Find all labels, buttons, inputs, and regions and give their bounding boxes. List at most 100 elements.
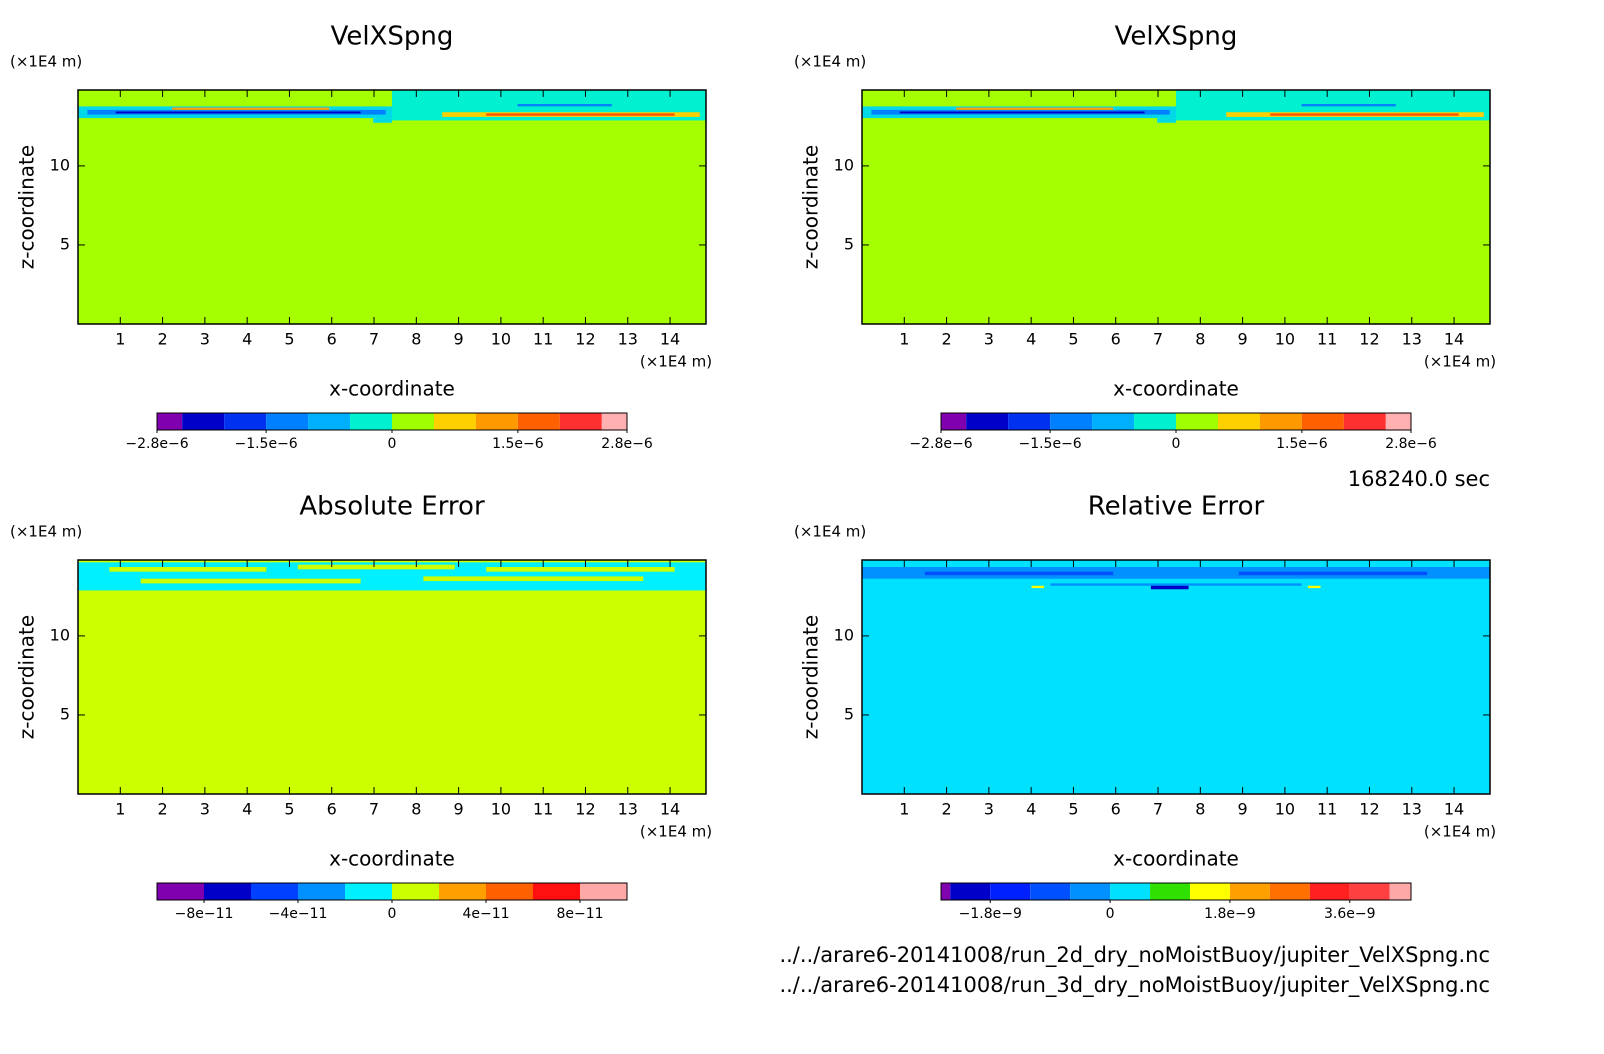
x-tick-label: 10 [491, 330, 511, 349]
x-tick-label: 14 [1444, 800, 1464, 819]
colorbar-segment [475, 413, 518, 430]
field-region [115, 111, 361, 114]
field-region [1050, 583, 1302, 586]
x-tick-label: 11 [533, 800, 553, 819]
x-tick-label: 5 [284, 800, 294, 819]
x-tick-label: 5 [1068, 800, 1078, 819]
field-region [956, 107, 1114, 110]
x-tick-label: 2 [157, 330, 167, 349]
colorbar-segment [517, 413, 560, 430]
x-tick-label: 8 [411, 800, 421, 819]
x-tick-label: 4 [242, 330, 252, 349]
x-tick-label: 8 [1195, 330, 1205, 349]
file-path: ../../arare6-20141008/run_2d_dry_noMoist… [779, 943, 1490, 968]
x-tick-label: 9 [1238, 330, 1248, 349]
colorbar-segment [345, 883, 392, 900]
colorbar-segment [392, 883, 439, 900]
colorbar-segment [1309, 883, 1350, 900]
y-tick-label: 5 [844, 704, 854, 723]
x-tick-label: 14 [1444, 330, 1464, 349]
y-axis-label: z-coordinate [15, 145, 39, 269]
x-tick-label: 12 [1359, 800, 1379, 819]
plot-frame [77, 559, 707, 795]
colorbar-segment [580, 883, 627, 900]
x-unit: (×1E4 m) [640, 353, 712, 371]
x-tick-label: 10 [491, 800, 511, 819]
x-tick-label: 11 [533, 330, 553, 349]
field-region [392, 585, 706, 591]
y-unit: (×1E4 m) [10, 523, 82, 541]
colorbar-segment [182, 413, 225, 430]
x-tick-label: 10 [1275, 800, 1295, 819]
y-tick-label: 10 [834, 155, 854, 174]
y-unit: (×1E4 m) [10, 53, 82, 71]
colorbar-segment [251, 883, 298, 900]
x-tick-label: 13 [618, 800, 638, 819]
x-unit: (×1E4 m) [640, 823, 712, 841]
colorbar-segment [308, 413, 351, 430]
x-tick-label: 12 [575, 330, 595, 349]
colorbar-segment [1008, 413, 1051, 430]
colorbar-label: 0 [388, 906, 397, 922]
y-tick-label: 10 [834, 625, 854, 644]
colorbar-label: 0 [1172, 436, 1181, 452]
colorbar-segment [559, 413, 602, 430]
field-region [1238, 571, 1428, 576]
x-tick-label: 7 [1153, 330, 1163, 349]
y-tick-label: 5 [60, 704, 70, 723]
colorbar-segment [1134, 413, 1176, 430]
plot-frame [861, 89, 1491, 325]
x-tick-label: 10 [1275, 330, 1295, 349]
field-region [1150, 585, 1189, 590]
x-tick-label: 7 [369, 800, 379, 819]
colorbar-segment [157, 883, 204, 900]
colorbar-label: −2.8e−6 [909, 436, 972, 452]
panel-title: Relative Error [1088, 492, 1265, 522]
x-tick-label: 5 [1068, 330, 1078, 349]
colorbar-label: −2.8e−6 [125, 436, 188, 452]
x-tick-label: 14 [660, 800, 680, 819]
field-region [1301, 104, 1396, 107]
x-unit: (×1E4 m) [1424, 353, 1496, 371]
colorbar-segment [1301, 413, 1344, 430]
colorbar-segment [1259, 413, 1302, 430]
colorbar-label: 0 [1106, 906, 1115, 922]
colorbar-segment [533, 883, 580, 900]
colorbar-segment [1092, 413, 1135, 430]
x-tick-label: 11 [1317, 800, 1337, 819]
colorbar-label: −1.8e−9 [959, 906, 1022, 922]
field-region [1031, 585, 1045, 589]
colorbar-label: 1.5e−6 [1276, 436, 1328, 452]
colorbar-segment [1229, 883, 1270, 900]
x-axis-label: x-coordinate [329, 377, 455, 401]
colorbar-segment [1050, 413, 1093, 430]
x-tick-label: 4 [1026, 330, 1036, 349]
field-region [1270, 113, 1459, 116]
colorbar-segment [392, 413, 434, 430]
field-region [486, 113, 675, 116]
y-tick-label: 5 [844, 234, 854, 253]
x-tick-label: 7 [1153, 800, 1163, 819]
x-axis-label: x-coordinate [1113, 377, 1239, 401]
x-axis-label: x-coordinate [1113, 847, 1239, 871]
panel-title: VelXSpng [331, 22, 454, 52]
colorbar-frame [940, 882, 1412, 901]
field-region [924, 571, 1114, 576]
file-path: ../../arare6-20141008/run_3d_dry_noMoist… [779, 973, 1490, 998]
colorbar-segment [941, 413, 967, 430]
time-label: 168240.0 sec [1348, 467, 1490, 491]
y-axis-label: z-coordinate [799, 615, 823, 739]
colorbar-label: 3.6e−9 [1324, 906, 1376, 922]
x-tick-label: 8 [411, 330, 421, 349]
colorbar-label: 2.8e−6 [1385, 436, 1437, 452]
colorbar-label: 4e−11 [462, 906, 509, 922]
x-tick-label: 6 [327, 330, 337, 349]
x-tick-label: 9 [454, 800, 464, 819]
x-tick-label: 3 [984, 800, 994, 819]
colorbar-segment [350, 413, 392, 430]
y-tick-label: 10 [50, 625, 70, 644]
colorbar-segment [433, 413, 476, 430]
colorbar-label: −1.5e−6 [1018, 436, 1081, 452]
field-region [423, 576, 644, 582]
